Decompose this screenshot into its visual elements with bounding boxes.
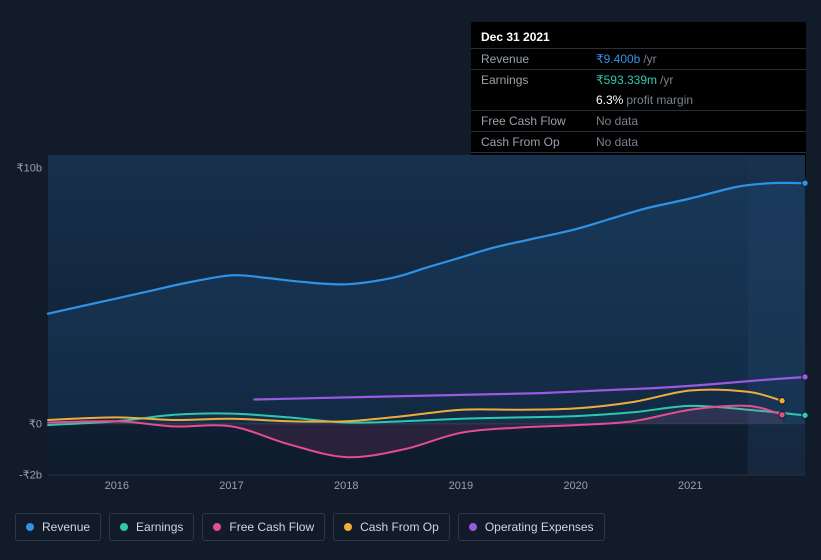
tooltip-row-value: No data <box>596 114 796 128</box>
legend-dot-icon <box>213 523 221 531</box>
x-axis-tick: 2020 <box>563 480 587 492</box>
x-axis-tick: 2016 <box>105 480 129 492</box>
x-axis-tick: 2019 <box>449 480 473 492</box>
legend-label: Free Cash Flow <box>229 520 314 534</box>
tooltip-row-value: No data <box>596 135 796 149</box>
legend-item-earnings[interactable]: Earnings <box>109 513 194 541</box>
tooltip-row: Revenue₹9.400b/yr <box>471 48 806 69</box>
tooltip-row-label: Revenue <box>481 52 596 66</box>
legend-label: Earnings <box>136 520 183 534</box>
legend-item-operating_expenses[interactable]: Operating Expenses <box>458 513 605 541</box>
legend-item-free_cash_flow[interactable]: Free Cash Flow <box>202 513 325 541</box>
legend-label: Operating Expenses <box>485 520 594 534</box>
tooltip-row-value: ₹593.339m/yr <box>596 73 796 87</box>
tooltip-row-label: Earnings <box>481 73 596 87</box>
tooltip-row: Cash From OpNo data <box>471 131 806 152</box>
tooltip-row-value: ₹9.400b/yr <box>596 52 796 66</box>
legend-label: Cash From Op <box>360 520 439 534</box>
legend-label: Revenue <box>42 520 90 534</box>
tooltip-row: Earnings₹593.339m/yr <box>471 69 806 90</box>
legend: Revenue Earnings Free Cash Flow Cash From O… <box>15 513 605 541</box>
legend-item-cash_from_op[interactable]: Cash From Op <box>333 513 450 541</box>
tooltip-row-label: Free Cash Flow <box>481 114 596 128</box>
tooltip-row: Free Cash FlowNo data <box>471 110 806 131</box>
chart-area[interactable] <box>0 155 821 475</box>
chart-tooltip: Dec 31 2021 Revenue₹9.400b/yrEarnings₹59… <box>471 22 806 177</box>
legend-dot-icon <box>344 523 352 531</box>
legend-item-revenue[interactable]: Revenue <box>15 513 101 541</box>
legend-dot-icon <box>120 523 128 531</box>
tooltip-row-label: Cash From Op <box>481 135 596 149</box>
legend-dot-icon <box>469 523 477 531</box>
x-axis: 2016 2017 2018 2019 2020 2021 <box>48 480 805 500</box>
tooltip-title: Dec 31 2021 <box>471 26 806 48</box>
tooltip-row-value: 6.3%profit margin <box>596 93 796 107</box>
tooltip-row: 6.3%profit margin <box>471 90 806 110</box>
tooltip-row-label <box>481 93 596 107</box>
line-chart <box>48 155 805 475</box>
legend-dot-icon <box>26 523 34 531</box>
x-axis-tick: 2017 <box>219 480 243 492</box>
x-axis-tick: 2018 <box>334 480 358 492</box>
x-axis-tick: 2021 <box>678 480 702 492</box>
